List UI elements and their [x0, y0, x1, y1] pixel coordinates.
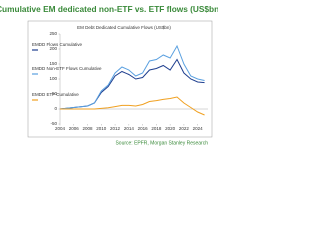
legend-label: EMDD Flows Cumulative [32, 42, 83, 47]
y-tick-label: 0 [54, 106, 57, 111]
source: Source: EPFR, Morgan Stanley Research [115, 140, 208, 146]
series-line [59, 44, 205, 110]
y-tick-label: 100 [49, 76, 57, 81]
x-tick-label: 2010 [96, 126, 107, 131]
series-line [60, 96, 205, 116]
legend-label: EMDD ETF Cumulative [32, 92, 79, 97]
x-tick-label: 2008 [83, 126, 94, 131]
y-tick-label: -50 [50, 121, 57, 126]
y-tick-label: 150 [49, 61, 57, 66]
y-tick-label: 200 [49, 46, 57, 51]
chart-frame [27, 20, 213, 138]
x-tick-label: 2012 [110, 126, 121, 131]
x-tick-label: 2022 [179, 126, 190, 131]
x-tick-label: 2020 [165, 126, 176, 131]
x-tick-label: 2004 [55, 126, 66, 131]
x-tick-label: 2006 [69, 126, 80, 131]
legend-label: EMDD Non-ETF Flows Cumulative [32, 66, 102, 71]
chart-subtitle: EM Debt Dedicated Cumulative Flows (US$b… [77, 25, 171, 30]
x-tick-label: 2024 [193, 126, 204, 131]
chart: Cumulative EM dedicated non-ETF vs. ETF … [0, 4, 222, 146]
y-tick-label: 250 [49, 31, 57, 36]
x-tick-label: 2014 [124, 126, 135, 131]
x-tick-label: 2018 [151, 126, 162, 131]
y-tick-label: 50 [52, 91, 58, 96]
chart-title: Cumulative EM dedicated non-ETF vs. ETF … [0, 4, 218, 14]
x-tick-label: 2016 [138, 126, 149, 131]
